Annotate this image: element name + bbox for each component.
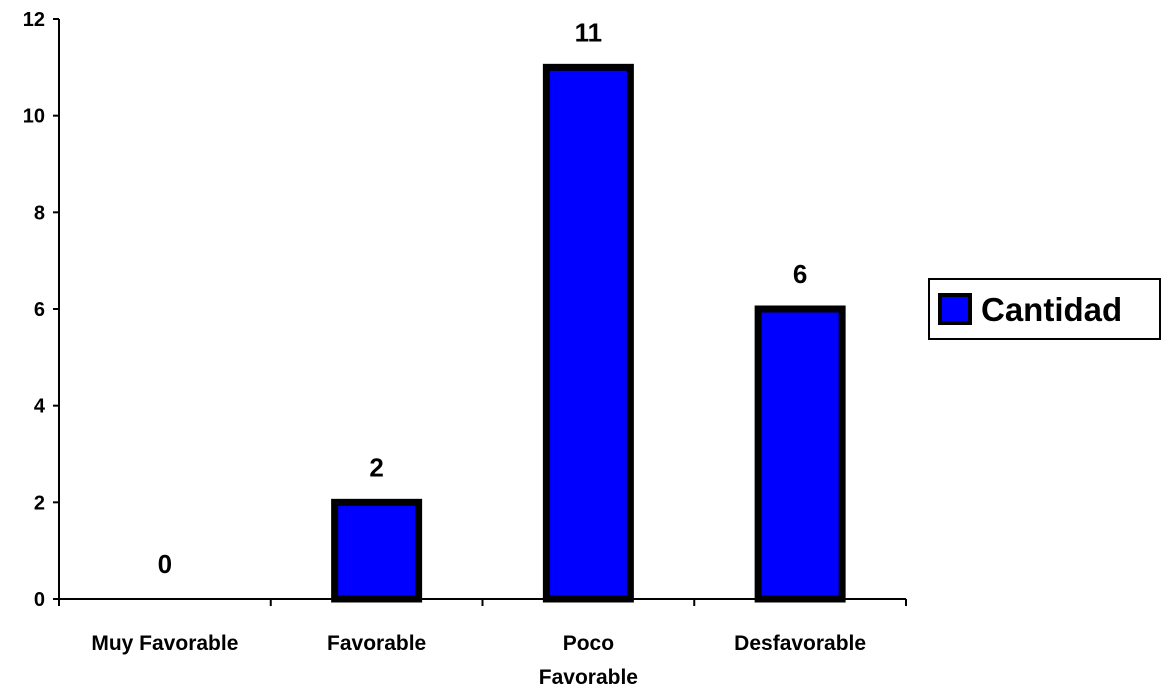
y-tick-label: 4 <box>34 396 46 418</box>
y-axis-ticks: 0 2 4 6 8 10 12 <box>23 9 59 611</box>
bars <box>331 63 846 603</box>
x-category-label: Favorable <box>327 632 426 655</box>
data-label: 6 <box>793 259 807 289</box>
bar <box>542 63 634 603</box>
y-tick-label: 12 <box>23 9 45 31</box>
y-tick-label: 8 <box>34 202 45 224</box>
data-labels: 0 2 11 6 <box>158 17 808 579</box>
bar <box>331 498 423 603</box>
y-tick-label: 0 <box>34 589 45 611</box>
legend-swatch-cantidad <box>938 293 972 325</box>
legend: Cantidad <box>928 278 1161 340</box>
y-tick-label: 6 <box>34 299 45 321</box>
y-tick-label: 2 <box>34 492 45 514</box>
x-category-label: Desfavorable <box>734 632 866 655</box>
data-label: 2 <box>369 452 383 482</box>
x-axis-ticks <box>58 599 907 606</box>
y-tick-label: 10 <box>23 106 45 128</box>
bar <box>754 305 846 603</box>
x-axis-category-labels: Muy Favorable Favorable Poco Favorable Desfa… <box>91 632 866 689</box>
x-category-label: Poco Favorable <box>539 632 638 689</box>
legend-label-cantidad: Cantidad <box>981 291 1122 328</box>
data-label: 0 <box>158 549 172 579</box>
x-category-label: Muy Favorable <box>91 632 238 655</box>
data-label: 11 <box>575 17 603 47</box>
